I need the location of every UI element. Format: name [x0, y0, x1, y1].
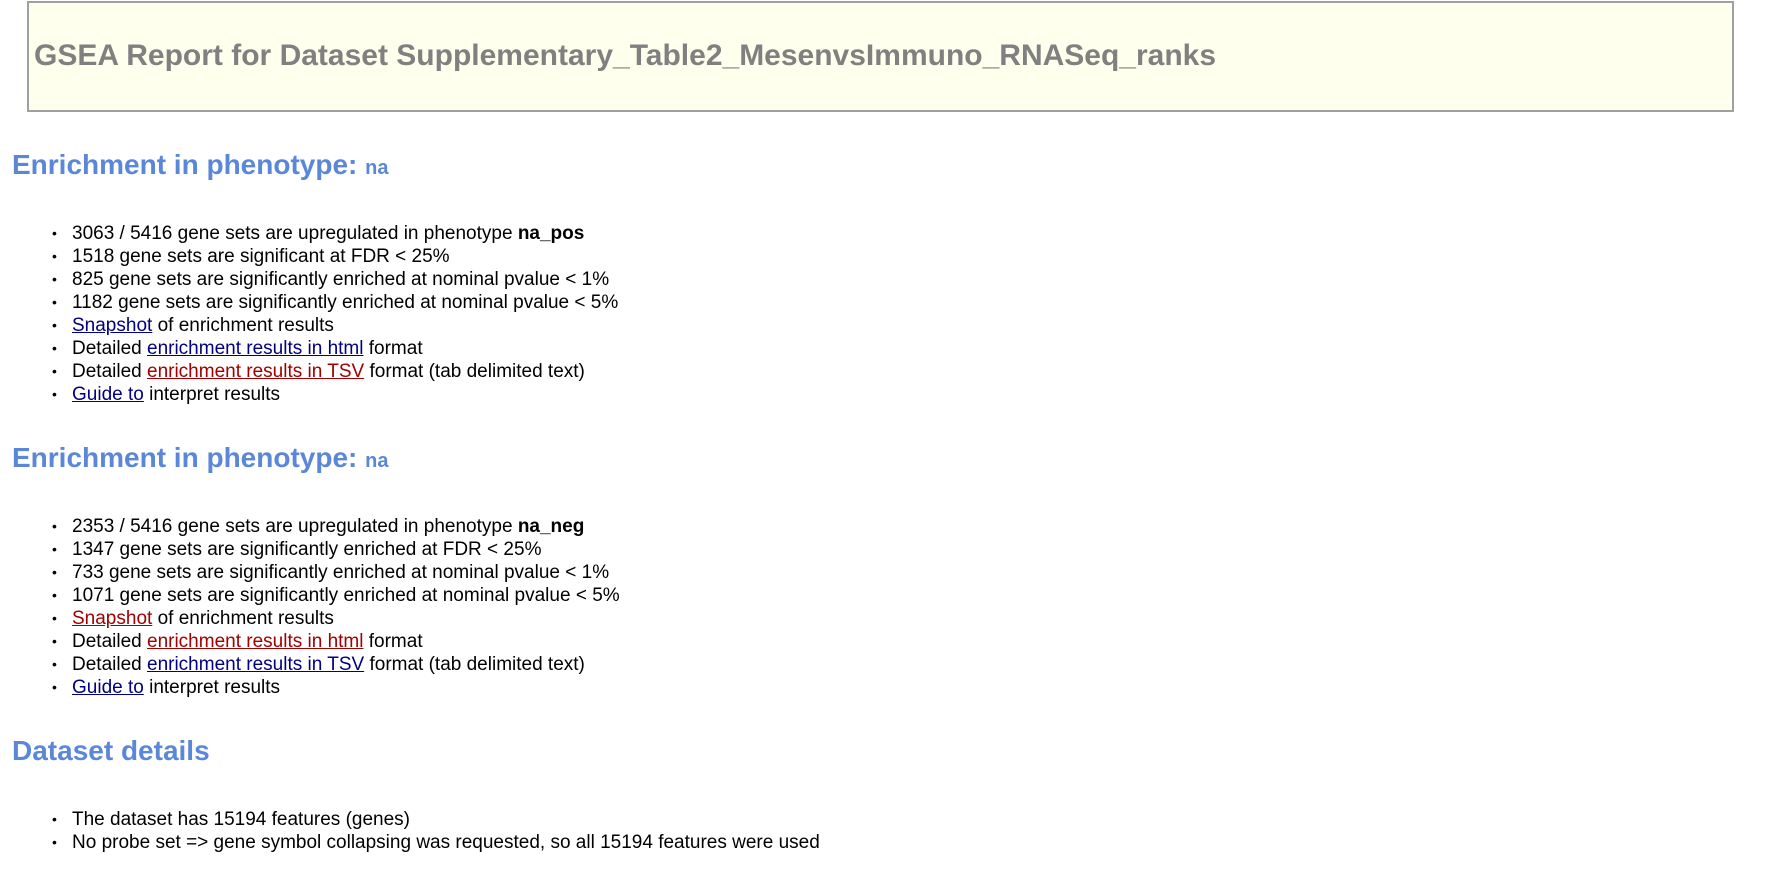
- bullet-icon: •: [52, 248, 57, 264]
- bullet-icon: •: [52, 834, 57, 850]
- dataset-details-list: • The dataset has 15194 features (genes)…: [52, 808, 820, 854]
- bullet-icon: •: [52, 564, 57, 580]
- tsv-results-link[interactable]: enrichment results in TSV: [147, 654, 365, 675]
- bullet-icon: •: [52, 363, 57, 379]
- html-results-link[interactable]: enrichment results in html: [147, 338, 364, 359]
- bullet-icon: •: [52, 340, 57, 356]
- section-heading-phenotype-neg: Enrichment in phenotype: na: [12, 442, 388, 474]
- phenotype-label: na_pos: [517, 223, 585, 244]
- list-item-guide: • Guide to interpret results: [52, 384, 281, 405]
- bullet-icon: •: [52, 610, 57, 626]
- section-heading-label: Enrichment in phenotype:: [12, 442, 358, 473]
- list-item-collapse: • No probe set => gene symbol collapsing…: [52, 832, 820, 853]
- bullet-icon: •: [52, 679, 57, 695]
- snapshot-link[interactable]: Snapshot: [72, 315, 153, 336]
- list-item-snapshot: • Snapshot of enrichment results: [52, 315, 334, 336]
- bullet-icon: •: [52, 811, 57, 827]
- bullet-icon: •: [52, 294, 57, 310]
- snapshot-link[interactable]: Snapshot: [72, 608, 153, 629]
- bullet-icon: •: [52, 656, 57, 672]
- section-heading-phenotype-pos: Enrichment in phenotype: na: [12, 149, 388, 181]
- list-item-tsv-results: • Detailed enrichment results in TSV for…: [52, 361, 585, 382]
- title-banner: GSEA Report for Dataset Supplementary_Ta…: [27, 1, 1734, 112]
- guide-link[interactable]: Guide to: [72, 677, 144, 698]
- bullet-icon: •: [52, 587, 57, 603]
- html-results-link[interactable]: enrichment results in html: [147, 631, 364, 652]
- guide-link[interactable]: Guide to: [72, 384, 144, 405]
- tsv-results-link[interactable]: enrichment results in TSV: [147, 361, 365, 382]
- bullet-icon: •: [52, 317, 57, 333]
- list-item-fdr: • 1347 gene sets are significantly enric…: [52, 539, 542, 560]
- list-item-pvalue-5: • 1182 gene sets are significantly enric…: [52, 292, 619, 313]
- list-item-pvalue-1: • 733 gene sets are significantly enrich…: [52, 562, 610, 583]
- phenotype-pos-results-list: • 3063 / 5416 gene sets are upregulated …: [52, 222, 618, 406]
- list-item-features: • The dataset has 15194 features (genes): [52, 809, 411, 830]
- bullet-icon: •: [52, 225, 57, 241]
- list-item-upregulated: • 3063 / 5416 gene sets are upregulated …: [52, 223, 585, 244]
- list-item-snapshot: • Snapshot of enrichment results: [52, 608, 334, 629]
- list-item-guide: • Guide to interpret results: [52, 677, 281, 698]
- page-title: GSEA Report for Dataset Supplementary_Ta…: [34, 39, 1217, 72]
- bullet-icon: •: [52, 541, 57, 557]
- phenotype-neg-results-list: • 2353 / 5416 gene sets are upregulated …: [52, 515, 620, 699]
- bullet-icon: •: [52, 271, 57, 287]
- section-heading-dataset-details: Dataset details: [12, 735, 210, 766]
- bullet-icon: •: [52, 518, 57, 534]
- bullet-icon: •: [52, 386, 57, 402]
- list-item-fdr: • 1518 gene sets are significant at FDR …: [52, 246, 450, 267]
- list-item-tsv-results: • Detailed enrichment results in TSV for…: [52, 654, 585, 675]
- phenotype-name: na: [365, 157, 389, 179]
- list-item-html-results: • Detailed enrichment results in html fo…: [52, 338, 423, 359]
- phenotype-name: na: [365, 450, 389, 472]
- bullet-icon: •: [52, 633, 57, 649]
- list-item-upregulated: • 2353 / 5416 gene sets are upregulated …: [52, 516, 585, 537]
- phenotype-label: na_neg: [517, 516, 585, 537]
- list-item-html-results: • Detailed enrichment results in html fo…: [52, 631, 423, 652]
- section-heading-label: Enrichment in phenotype:: [12, 149, 358, 180]
- list-item-pvalue-5: • 1071 gene sets are significantly enric…: [52, 585, 620, 606]
- list-item-pvalue-1: • 825 gene sets are significantly enrich…: [52, 269, 610, 290]
